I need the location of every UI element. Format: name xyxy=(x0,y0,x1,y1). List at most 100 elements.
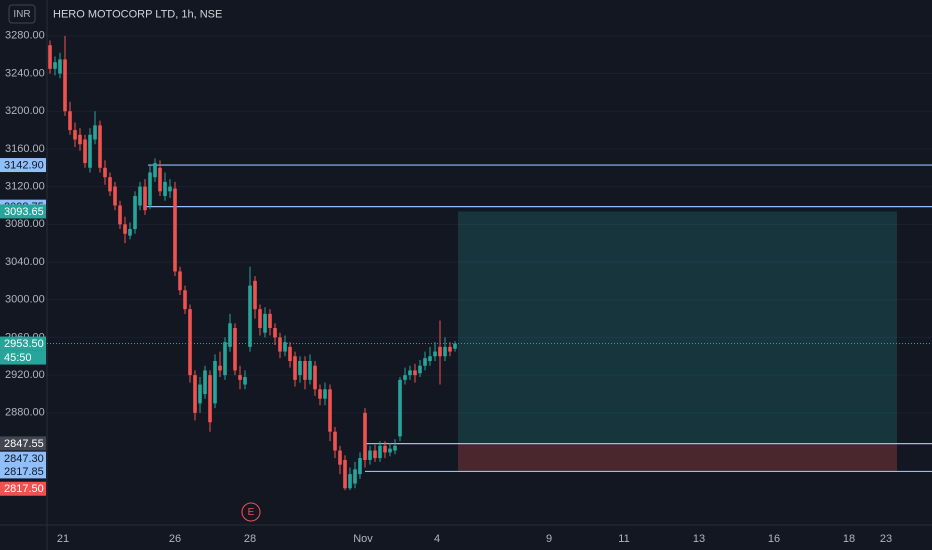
y-tick-label: 3240.00 xyxy=(5,67,45,79)
candle-body xyxy=(168,186,172,192)
y-tick-label: 3280.00 xyxy=(5,30,45,42)
y-tick-label: 3120.00 xyxy=(5,181,45,193)
chart-title: HERO MOTOCORP LTD, 1h, NSE xyxy=(53,8,222,20)
candle-body xyxy=(288,346,292,361)
stop-label-bg xyxy=(0,481,46,496)
stop-label: 2817.50 xyxy=(4,483,44,495)
level-label: 2847.30 xyxy=(4,453,44,465)
candle-body xyxy=(223,342,227,376)
candle-body xyxy=(313,365,317,390)
candle-body xyxy=(208,375,212,423)
level-label-bg xyxy=(0,464,46,479)
y-tick-label: 2920.00 xyxy=(5,369,45,381)
candle-body xyxy=(193,375,197,413)
level-label: 2817.85 xyxy=(4,466,44,478)
candle-body xyxy=(118,205,122,225)
candle-body xyxy=(143,186,147,211)
candle-body xyxy=(173,188,177,272)
target-zone xyxy=(458,211,897,444)
candle-body xyxy=(368,450,372,460)
x-tick-label: Nov xyxy=(353,533,373,545)
x-tick-label: 13 xyxy=(693,533,705,545)
candle-body xyxy=(408,370,412,376)
candle-body xyxy=(328,389,332,432)
x-tick-label: 26 xyxy=(169,533,181,545)
currency-box xyxy=(8,4,36,24)
candle-body xyxy=(298,360,302,376)
candle-body xyxy=(383,445,387,453)
last-price-label: 2953.50 xyxy=(4,338,44,350)
candle-body xyxy=(273,328,277,338)
candle-body xyxy=(453,343,457,349)
candle-body xyxy=(108,177,112,192)
countdown-bg xyxy=(0,350,46,365)
candle-body xyxy=(98,125,102,168)
candle-body xyxy=(73,130,77,140)
candle-body xyxy=(88,134,92,168)
candle-body xyxy=(343,459,347,489)
candle-body xyxy=(153,163,157,178)
last-price-label-bg xyxy=(0,336,46,351)
level-label-bg xyxy=(0,158,46,173)
candle-body xyxy=(433,351,437,357)
candle-body xyxy=(198,384,202,404)
candle-body xyxy=(158,167,162,192)
candle-body xyxy=(113,186,117,206)
candle-body xyxy=(323,389,327,399)
candle-body xyxy=(133,196,137,230)
candle-body xyxy=(428,356,432,361)
candle-body xyxy=(393,445,397,451)
entry-label-bg xyxy=(0,436,46,451)
candle-body xyxy=(123,224,127,234)
candle-body xyxy=(438,346,442,357)
x-tick-label: 28 xyxy=(244,533,256,545)
candle-body xyxy=(358,458,362,475)
candle-body xyxy=(93,125,97,140)
currency: INR xyxy=(13,9,30,20)
x-tick-label: 11 xyxy=(618,533,629,545)
candle-body xyxy=(188,309,192,376)
candle-body xyxy=(308,360,312,380)
y-tick-label: 3040.00 xyxy=(5,256,45,268)
candle-body xyxy=(318,389,322,399)
event-marker xyxy=(241,502,261,522)
candle-body xyxy=(263,313,267,333)
stop-zone xyxy=(458,443,897,472)
entry-label: 2847.55 xyxy=(4,438,44,450)
candle-body xyxy=(53,62,57,69)
candle-body xyxy=(63,59,67,112)
x-tick-label: 16 xyxy=(768,533,780,545)
candle-body xyxy=(363,412,367,460)
candle-body xyxy=(388,448,392,453)
candle-body xyxy=(103,167,107,178)
candle-body xyxy=(238,375,242,380)
candle-body xyxy=(373,450,377,459)
candle-body xyxy=(423,358,427,366)
level-label-bg xyxy=(0,451,46,466)
candle-body xyxy=(163,181,167,197)
event-marker-label: E xyxy=(248,507,255,518)
candle-body xyxy=(378,445,382,459)
candle-body xyxy=(443,346,447,357)
y-tick-label: 3160.00 xyxy=(5,143,45,155)
candle-body xyxy=(418,365,422,374)
candle-body xyxy=(58,59,62,74)
target-label-bg xyxy=(0,204,46,219)
candle-body xyxy=(348,474,352,489)
candle-body xyxy=(338,450,342,465)
y-tick-label: 3200.00 xyxy=(5,105,45,117)
candle-body xyxy=(333,431,337,451)
candle-body xyxy=(293,356,297,380)
candle-body xyxy=(83,139,87,164)
candle-body xyxy=(228,323,232,347)
y-tick-label: 3000.00 xyxy=(5,294,45,306)
candle-body xyxy=(398,379,402,437)
x-tick-label: 23 xyxy=(880,533,892,545)
candle-body xyxy=(413,370,417,376)
candle-body xyxy=(243,377,247,385)
candle-body xyxy=(68,111,72,131)
candle-body xyxy=(213,360,217,404)
candle-body xyxy=(128,229,132,236)
candle-body xyxy=(278,337,282,352)
